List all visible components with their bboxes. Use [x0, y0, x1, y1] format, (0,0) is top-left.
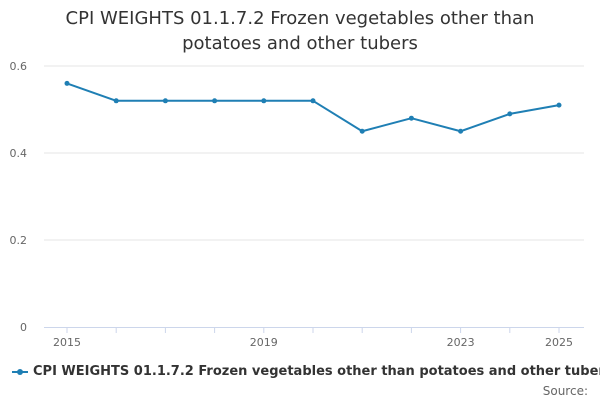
data-point	[408, 115, 414, 121]
data-point	[113, 98, 119, 104]
data-point	[212, 98, 218, 104]
source-label: Source:	[542, 384, 588, 398]
grid-lines	[44, 65, 584, 241]
series-line	[66, 82, 560, 133]
data-point	[310, 98, 316, 104]
x-tick-label: 2019	[250, 336, 278, 349]
x-axis-ticks: 2015 2019 2023 2025	[53, 336, 573, 349]
x-tick-label: 2015	[53, 336, 81, 349]
x-tick-label: 2023	[447, 336, 475, 349]
y-tick-label: 0.4	[10, 147, 28, 160]
y-tick-label: 0.2	[10, 234, 28, 247]
chart-title: CPI WEIGHTS 01.1.7.2 Frozen vegetables o…	[65, 8, 535, 54]
legend-swatch-icon	[12, 367, 28, 377]
data-point	[507, 111, 513, 117]
legend-label: CPI WEIGHTS 01.1.7.2 Frozen vegetables o…	[33, 364, 600, 379]
data-point	[64, 80, 70, 86]
legend[interactable]: CPI WEIGHTS 01.1.7.2 Frozen vegetables o…	[12, 364, 600, 379]
data-point	[556, 102, 562, 108]
x-tick-label: 2025	[545, 336, 573, 349]
data-point	[162, 98, 168, 104]
data-point	[458, 128, 464, 134]
x-axis	[44, 327, 584, 333]
data-point	[261, 98, 267, 104]
data-point	[359, 128, 365, 134]
y-axis-ticks: 0 0.2 0.4 0.6	[10, 60, 28, 334]
y-tick-label: 0.6	[10, 60, 28, 73]
y-tick-label: 0	[20, 321, 27, 334]
series-layer	[64, 80, 562, 134]
